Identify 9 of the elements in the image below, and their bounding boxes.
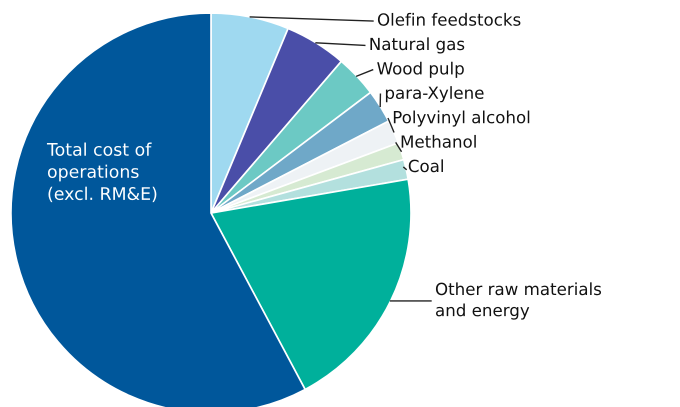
slice-label: Wood pulp — [377, 62, 464, 78]
slice-label: para-Xylene — [386, 86, 484, 102]
slice-label: Other raw materials and energy — [436, 282, 602, 320]
slice-label: Natural gas — [370, 37, 464, 54]
slice-label: Methanol — [402, 134, 476, 148]
slice-label: Polyvinyl alcohol — [394, 110, 530, 127]
slice-label: Coal — [408, 159, 443, 172]
slice-label: Total cost of operations (excl. RM&E) — [46, 142, 156, 202]
slice-label: Olefin feedstocks — [378, 12, 520, 26]
